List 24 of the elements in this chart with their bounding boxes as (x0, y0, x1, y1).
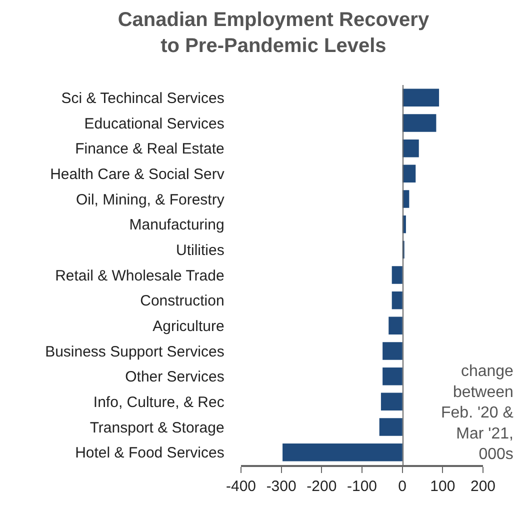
y-tick-label: Health Care & Social Serv (50, 166, 225, 183)
y-tick-label: Oil, Mining, & Forestry (76, 191, 225, 208)
y-tick-label: Retail & Wholesale Trade (55, 267, 224, 284)
y-tick-label: Info, Culture, & Rec (93, 394, 225, 411)
x-tick-label: -400 (226, 478, 256, 495)
x-tick-label: 100 (430, 478, 456, 495)
y-tick-label: Utilities (176, 242, 224, 259)
y-tick-label: Sci & Techincal Services (61, 90, 224, 107)
y-tick-label: Finance & Real Estate (75, 140, 224, 158)
y-tick-label: Manufacturing (129, 216, 224, 234)
y-tick-label: Agriculture (152, 318, 224, 335)
y-tick-label: Other Services (125, 368, 224, 386)
y-tick-label: Educational Services (84, 115, 224, 132)
x-tick-label: -100 (346, 478, 378, 495)
y-tick-label: Hotel & Food Services (75, 444, 224, 462)
y-tick-label: Transport & Storage (90, 419, 224, 436)
y-tick-label: Construction (140, 292, 224, 310)
x-tick-label: -300 (266, 478, 296, 495)
chart-title: Canadian Employment Recovery to Pre-Pandemic Levels (118, 9, 430, 57)
x-tick-label: 0 (398, 478, 406, 495)
x-tick-label: -200 (306, 478, 337, 495)
x-tick-label: 200 (470, 478, 496, 495)
y-tick-label: Business Support Services (45, 343, 224, 360)
annotation: change between Feb. '20 & Mar '21, 000s (441, 363, 514, 464)
